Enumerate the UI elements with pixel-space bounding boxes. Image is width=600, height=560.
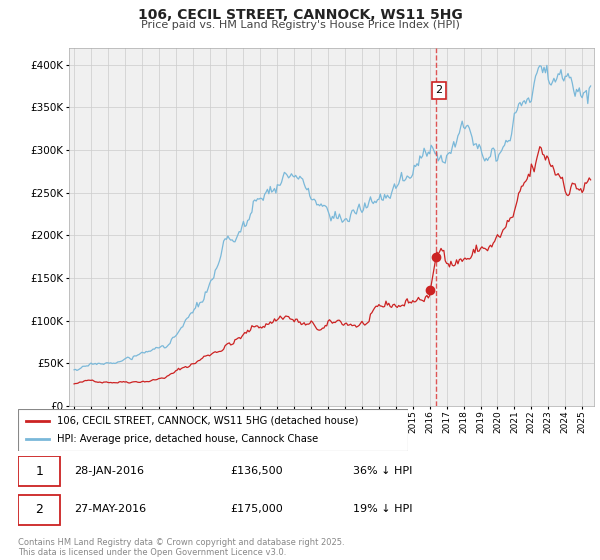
- Text: 27-MAY-2016: 27-MAY-2016: [74, 504, 146, 514]
- Text: £136,500: £136,500: [230, 466, 283, 476]
- Text: 2: 2: [435, 85, 442, 95]
- Text: 28-JAN-2016: 28-JAN-2016: [74, 466, 144, 476]
- Text: 19% ↓ HPI: 19% ↓ HPI: [353, 504, 412, 514]
- Text: 106, CECIL STREET, CANNOCK, WS11 5HG (detached house): 106, CECIL STREET, CANNOCK, WS11 5HG (de…: [57, 416, 358, 426]
- FancyBboxPatch shape: [18, 456, 60, 487]
- Text: £175,000: £175,000: [230, 504, 283, 514]
- FancyBboxPatch shape: [18, 494, 60, 525]
- Text: Contains HM Land Registry data © Crown copyright and database right 2025.
This d: Contains HM Land Registry data © Crown c…: [18, 538, 344, 557]
- Text: 36% ↓ HPI: 36% ↓ HPI: [353, 466, 412, 476]
- Text: Price paid vs. HM Land Registry's House Price Index (HPI): Price paid vs. HM Land Registry's House …: [140, 20, 460, 30]
- Text: 1: 1: [35, 464, 43, 478]
- FancyBboxPatch shape: [18, 409, 408, 451]
- Text: 106, CECIL STREET, CANNOCK, WS11 5HG: 106, CECIL STREET, CANNOCK, WS11 5HG: [137, 8, 463, 22]
- Text: HPI: Average price, detached house, Cannock Chase: HPI: Average price, detached house, Cann…: [57, 434, 318, 444]
- Text: 2: 2: [35, 503, 43, 516]
